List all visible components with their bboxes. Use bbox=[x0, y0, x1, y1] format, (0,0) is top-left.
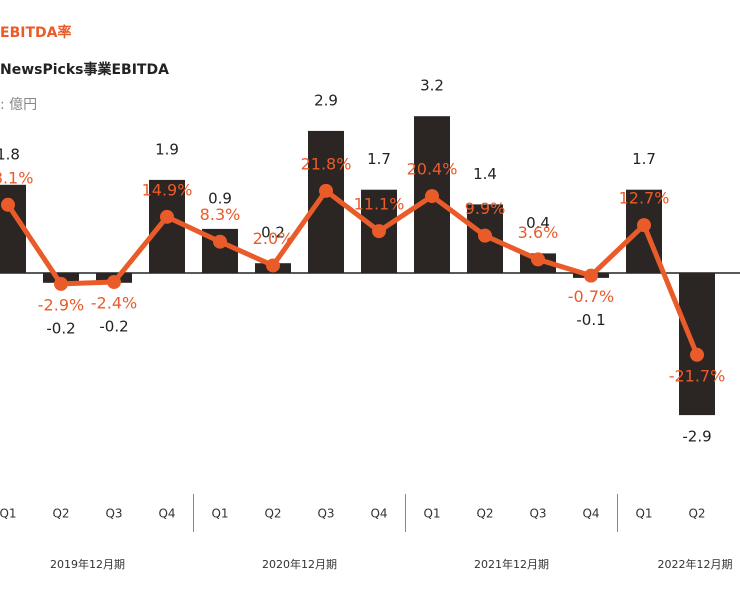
group-label: 2019年12月期 bbox=[50, 557, 125, 571]
rate-line bbox=[5, 188, 700, 356]
group-label: 2022年12月期 bbox=[658, 557, 733, 571]
rate-value-label: -0.7% bbox=[568, 287, 614, 306]
bar-value-label: 3.2 bbox=[420, 77, 444, 95]
x-tick-label: Q2 bbox=[52, 507, 69, 521]
bar-value-label: -2.9 bbox=[682, 428, 711, 446]
bar-value-label: -0.1 bbox=[576, 311, 605, 329]
rate-value-label: 21.8% bbox=[301, 154, 352, 173]
rate-value-label: -21.7% bbox=[669, 366, 726, 385]
rate-value-label: 12.7% bbox=[619, 189, 670, 208]
rate-value-label: 2.0% bbox=[253, 229, 294, 248]
legend-rate: EBITDA率 bbox=[0, 24, 71, 41]
rate-point bbox=[160, 209, 174, 224]
unit-label: : 億円 bbox=[0, 97, 37, 113]
x-tick-label: Q1 bbox=[423, 507, 440, 521]
rate-point bbox=[107, 275, 121, 290]
rate-value-label: 11.1% bbox=[354, 195, 405, 214]
bar-value-label: -0.2 bbox=[46, 319, 75, 337]
legend-bar: NewsPicks事業EBITDA bbox=[0, 61, 169, 78]
bar-value-label: -0.2 bbox=[99, 318, 128, 336]
rate-point bbox=[54, 276, 68, 291]
rate-point bbox=[425, 189, 439, 204]
x-tick-label: Q1 bbox=[0, 507, 17, 521]
x-tick-label: Q3 bbox=[529, 507, 546, 521]
x-tick-label: Q3 bbox=[105, 507, 122, 521]
rate-point bbox=[637, 218, 651, 233]
rate-point bbox=[531, 252, 545, 267]
bar-value-label: 0.4 bbox=[526, 214, 550, 232]
x-tick-label: Q4 bbox=[370, 507, 387, 521]
bar-value-label: 0.2 bbox=[261, 224, 285, 242]
rate-value-label: -2.9% bbox=[38, 295, 84, 314]
rate-value-label: -2.4% bbox=[91, 294, 137, 313]
group-label: 2021年12月期 bbox=[474, 557, 549, 571]
x-tick-label: Q4 bbox=[582, 507, 599, 521]
bar-value-label: 1.9 bbox=[155, 140, 179, 158]
bar-value-label: 1.4 bbox=[473, 165, 497, 183]
x-tick-label: Q1 bbox=[211, 507, 228, 521]
bar-value-label: 1.7 bbox=[632, 150, 656, 168]
x-tick-label: Q3 bbox=[317, 507, 334, 521]
x-tick-label: Q2 bbox=[264, 507, 281, 521]
x-tick-label: Q4 bbox=[158, 507, 175, 521]
bar bbox=[679, 273, 715, 416]
rate-value-label: 8.3% bbox=[200, 205, 241, 224]
rate-value-label: 3.6% bbox=[518, 223, 559, 242]
rate-point bbox=[1, 197, 15, 212]
rate-point bbox=[690, 347, 704, 362]
bar-value-label: 2.9 bbox=[314, 91, 338, 109]
x-tick-label: Q2 bbox=[688, 507, 705, 521]
rate-value-label: 9.9% bbox=[465, 199, 506, 218]
bar bbox=[149, 179, 185, 273]
group-label: 2020年12月期 bbox=[262, 557, 337, 571]
bar-value-label: 1.7 bbox=[367, 150, 391, 168]
rate-point bbox=[319, 183, 333, 198]
bar-value-label: 0.9 bbox=[208, 189, 232, 207]
rate-point bbox=[584, 268, 598, 283]
rate-value-label: 20.4% bbox=[407, 160, 458, 179]
rate-point bbox=[266, 258, 280, 273]
rate-point bbox=[213, 234, 227, 249]
bar-value-label: 1.8 bbox=[0, 145, 20, 163]
rate-value-label: 14.9% bbox=[142, 180, 193, 199]
rate-point bbox=[478, 228, 492, 243]
rate-point bbox=[372, 224, 386, 239]
x-tick-label: Q2 bbox=[476, 507, 493, 521]
x-tick-label: Q1 bbox=[635, 507, 652, 521]
rate-value-label: 18.1% bbox=[0, 168, 33, 187]
